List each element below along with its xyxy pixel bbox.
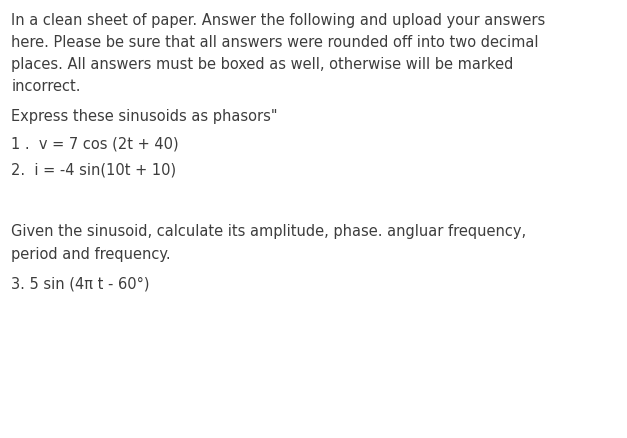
Text: places. All answers must be boxed as well, otherwise will be marked: places. All answers must be boxed as wel… [11,57,514,72]
Text: 1 .  v = 7 cos (2t + 40): 1 . v = 7 cos (2t + 40) [11,136,179,151]
Text: 3. 5 sin (4π t - 60°): 3. 5 sin (4π t - 60°) [11,276,150,291]
Text: here. Please be sure that all answers were rounded off into two decimal: here. Please be sure that all answers we… [11,35,539,50]
Text: Express these sinusoids as phasors": Express these sinusoids as phasors" [11,109,278,124]
Text: 2.  i = -4 sin(10t + 10): 2. i = -4 sin(10t + 10) [11,162,176,177]
Text: Given the sinusoid, calculate its amplitude, phase. angluar frequency,: Given the sinusoid, calculate its amplit… [11,223,527,238]
Text: incorrect.: incorrect. [11,79,81,94]
Text: In a clean sheet of paper. Answer the following and upload your answers: In a clean sheet of paper. Answer the fo… [11,13,545,28]
Text: period and frequency.: period and frequency. [11,246,171,261]
